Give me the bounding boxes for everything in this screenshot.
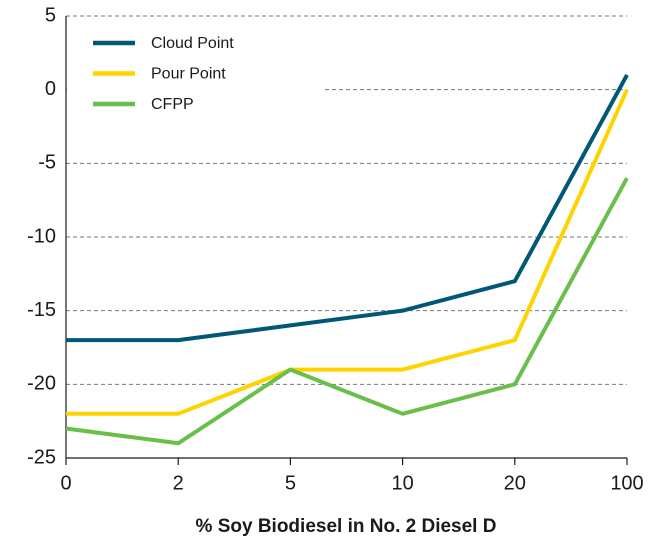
- series-line: [66, 88, 629, 416]
- y-tick-label: -10: [27, 225, 56, 247]
- series-line: [66, 73, 629, 343]
- y-tick-label: -5: [38, 152, 56, 174]
- y-tick-label: -20: [27, 373, 56, 395]
- legend-label: Pour Point: [151, 66, 226, 83]
- x-tick-label: 5: [285, 472, 296, 494]
- y-tick-label: -25: [27, 446, 56, 468]
- y-tick-label: -15: [27, 299, 56, 321]
- x-tick-label: 100: [610, 472, 643, 494]
- x-tick-label: 20: [504, 472, 526, 494]
- x-tick-label: 0: [60, 472, 71, 494]
- y-tick-label: 5: [45, 4, 56, 26]
- legend-label: Cloud Point: [151, 35, 234, 52]
- x-tick-label: 10: [391, 472, 413, 494]
- legend-label: CFPP: [151, 96, 194, 113]
- x-axis-title: % Soy Biodiesel in No. 2 Diesel D: [196, 516, 497, 537]
- x-tick-label: 2: [173, 472, 184, 494]
- series-line: [65, 177, 629, 446]
- y-tick-label: 0: [45, 78, 56, 100]
